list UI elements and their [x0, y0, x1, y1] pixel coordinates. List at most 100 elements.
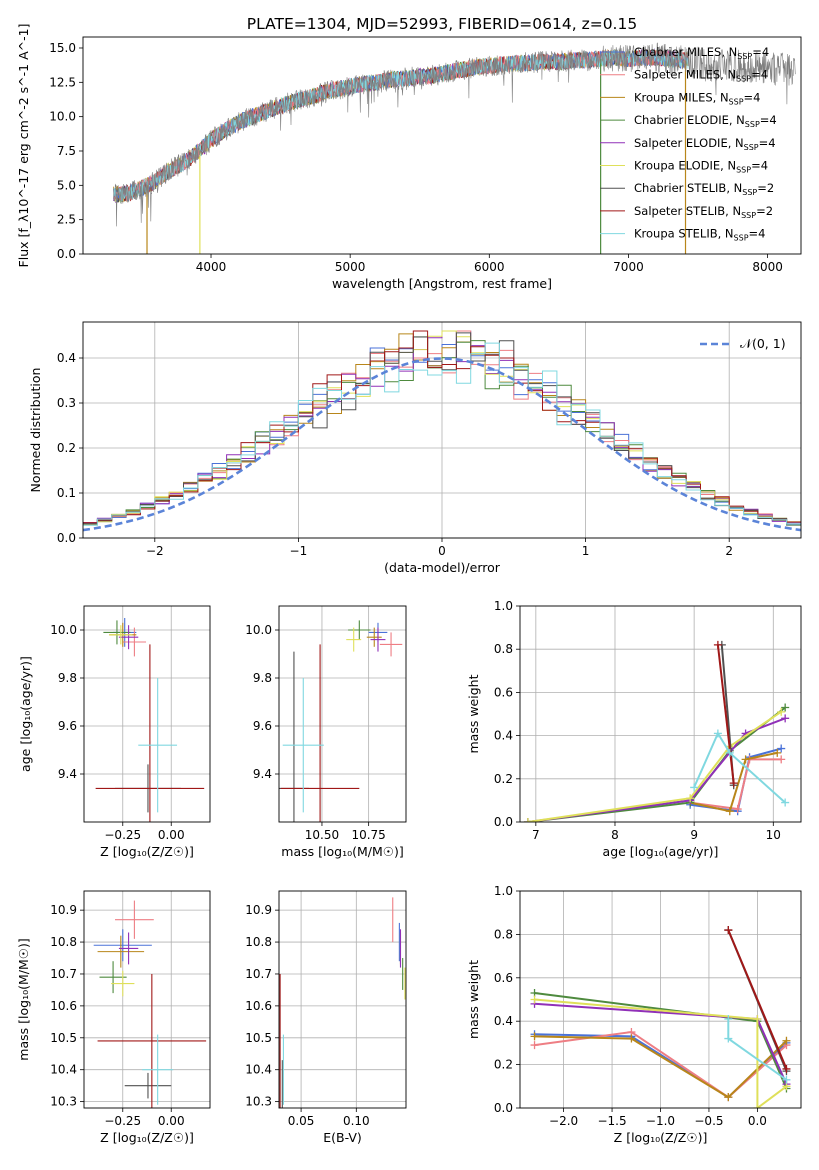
x-axis-label: mass [log₁₀(M/M☉)]	[281, 844, 403, 859]
y-tick-label: 10.4	[245, 1063, 272, 1077]
y-tick-label: 1.0	[494, 884, 513, 898]
y-tick-label: 0.0	[494, 1101, 513, 1115]
mass-weight-marker	[724, 926, 733, 935]
x-tick-label: −2	[146, 544, 164, 558]
mass-weight-marker	[725, 807, 734, 816]
mass-weight-marker	[753, 1104, 762, 1108]
x-tick-label: 8000	[752, 260, 783, 274]
y-tick-label: 7.5	[57, 144, 76, 158]
axes-frame	[82, 36, 802, 255]
plot-area	[93, 900, 207, 1108]
mass-weight-marker	[523, 818, 532, 822]
legend-label: Kroupa MILES, NSSP=4	[634, 90, 760, 106]
y-tick-label: 12.5	[49, 75, 76, 89]
mass-weight-marker	[781, 798, 790, 807]
x-tick-label: 0.00	[158, 828, 185, 842]
legend-label: Salpeter ELODIE, NSSP=4	[634, 136, 776, 152]
axes-frame	[519, 605, 802, 823]
axis-ticks: −2 −1 0 1 2 0.0 0.1 0.2 0.3 0.4	[57, 351, 733, 558]
x-tick-label: −0.5	[694, 1114, 723, 1128]
x-tick-label: 7	[532, 828, 540, 842]
panel-mass-vs-Z: −0.25 0.00 10.3 10.4 10.5 10.6 10.7 10.8 10.9 Z […	[16, 890, 211, 1145]
x-tick-label: 0.10	[343, 1114, 370, 1128]
y-tick-label: 1.0	[494, 599, 513, 613]
panel-age-vs-mass: 10.50 10.75 9.4 9.6 9.8 10.0 mass [log₁₀(M/M☉)…	[245, 605, 407, 859]
legend-label: Kroupa ELODIE, NSSP=4	[634, 159, 768, 175]
y-axis-label: mass weight	[466, 674, 481, 753]
x-tick-label: 4000	[196, 260, 227, 274]
y-tick-label: 9.4	[58, 767, 77, 781]
mass-weight-marker	[777, 755, 786, 764]
y-tick-label: 0.1	[57, 486, 76, 500]
y-tick-label: 0.2	[494, 1058, 513, 1072]
y-tick-label: 0.0	[57, 247, 76, 261]
x-tick-label: 0	[438, 544, 446, 558]
panel-mass-vs-EBV: 0.05 0.10 10.3 10.4 10.5 10.6 10.7 10.8 10.9 E(B-…	[245, 890, 407, 1145]
y-tick-label: 0.4	[494, 729, 513, 743]
mass-weight-line	[716, 644, 735, 784]
axes-frame	[278, 605, 407, 823]
y-tick-label: 0.0	[57, 531, 76, 545]
mass-weight-marker	[724, 1015, 733, 1024]
mass-weight-marker	[782, 1075, 791, 1084]
x-tick-label: 2	[725, 544, 733, 558]
y-tick-label: 10.7	[50, 967, 77, 981]
axis-ticks: 4000 5000 6000 7000 8000 0.0 2.5 5.0 7.5 10.0 12.5…	[49, 41, 783, 274]
y-tick-label: 15.0	[49, 41, 76, 55]
y-tick-label: 0.4	[57, 351, 76, 365]
y-tick-label: 10.5	[50, 1031, 77, 1045]
mass-weight-marker	[777, 744, 786, 753]
residual-histogram	[83, 342, 801, 526]
x-tick-label: 1	[582, 544, 590, 558]
x-tick-label: 0.0	[748, 1114, 767, 1128]
x-tick-label: −1.0	[646, 1114, 675, 1128]
y-tick-label: 10.6	[50, 999, 77, 1013]
y-tick-label: 10.8	[245, 935, 272, 949]
y-axis-label: age [log₁₀(age/yr)]	[18, 656, 33, 772]
mass-weight-line	[534, 998, 788, 1108]
x-tick-label: −2.0	[549, 1114, 578, 1128]
y-axis-label: mass weight	[466, 960, 481, 1039]
axes-frame	[83, 890, 211, 1109]
mass-weight-marker	[782, 1036, 791, 1045]
axes-frame	[83, 605, 211, 823]
mass-weight-marker	[713, 640, 722, 649]
x-tick-label: −1.5	[597, 1114, 626, 1128]
mass-weight-line	[527, 717, 786, 822]
y-tick-label: 0.0	[494, 815, 513, 829]
axes-frame	[82, 321, 802, 539]
mass-weight-marker	[713, 729, 722, 738]
legend-label: Salpeter MILES, NSSP=4	[634, 68, 768, 84]
x-tick-label: 10.75	[351, 828, 385, 842]
y-tick-label: 10.0	[245, 623, 272, 637]
legend-label: Chabrier MILES, NSSP=4	[634, 45, 769, 61]
x-axis-label: Z [log₁₀(Z/Z☉)]	[100, 1130, 194, 1145]
mass-weight-line	[690, 758, 782, 811]
mass-weight-marker	[530, 1032, 539, 1041]
plot-area	[95, 618, 205, 822]
legend: Chabrier MILES, NSSP=4 Salpeter MILES, NS…	[600, 45, 777, 243]
mass-weight-marker	[781, 703, 790, 712]
mass-weight-marker	[781, 714, 790, 723]
y-tick-label: 9.6	[253, 719, 272, 733]
mass-weight-marker	[777, 707, 786, 716]
mass-weight-marker	[724, 1093, 733, 1102]
mass-weight-marker	[741, 755, 750, 764]
mass-weight-marker	[686, 794, 695, 803]
legend-label: 𝒩(0, 1)	[740, 336, 786, 351]
data-spectrum	[113, 42, 796, 227]
panel-age-vs-Z: −0.25 0.00 9.4 9.6 9.8 10.0 Z [log₁₀(Z/Z☉)] age…	[18, 605, 211, 859]
mass-weight-marker	[690, 783, 699, 792]
x-tick-label: −0.25	[104, 828, 141, 842]
x-axis-label: Z [log₁₀(Z/Z☉)]	[100, 844, 194, 859]
x-tick-label: 6000	[474, 260, 505, 274]
y-axis-label: Normed distribution	[28, 368, 43, 493]
y-tick-label: 9.6	[58, 719, 77, 733]
x-axis-label: age [log₁₀(age/yr)]	[603, 844, 719, 859]
x-axis-label: (data-model)/error	[384, 560, 501, 575]
y-tick-label: 0.6	[494, 971, 513, 985]
plot-area	[530, 926, 791, 1108]
gaussian-curve	[83, 357, 801, 532]
y-tick-label: 10.0	[49, 110, 76, 124]
mass-weight-marker	[773, 748, 782, 757]
